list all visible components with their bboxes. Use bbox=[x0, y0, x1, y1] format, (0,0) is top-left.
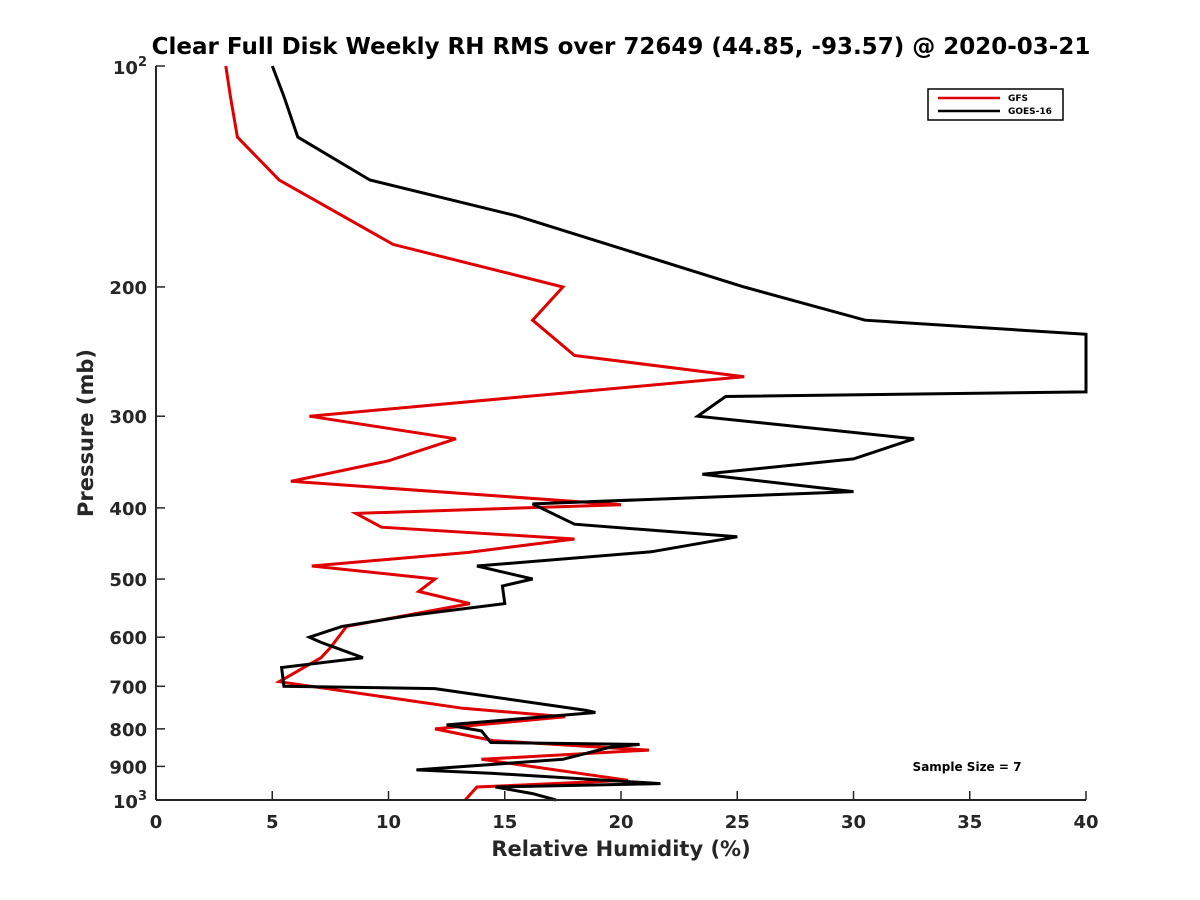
x-tick-label: 10 bbox=[376, 812, 401, 833]
series-layer bbox=[224, 65, 1088, 802]
plot-area bbox=[155, 65, 1088, 802]
y-tick-label: 700 bbox=[109, 677, 147, 698]
legend-box bbox=[927, 88, 1064, 121]
chart-title: Clear Full Disk Weekly RH RMS over 72649… bbox=[152, 34, 1091, 60]
y-tick-label: 800 bbox=[109, 720, 147, 741]
y-tick-label: 200 bbox=[109, 278, 147, 299]
y-axis-label: Pressure (mb) bbox=[74, 349, 98, 517]
y-tick-label: 900 bbox=[109, 757, 147, 778]
legend-label-gfs: GFS bbox=[1008, 94, 1028, 104]
x-tick-label: 35 bbox=[957, 812, 982, 833]
x-tick-label: 30 bbox=[841, 812, 866, 833]
x-axis-label: Relative Humidity (%) bbox=[491, 837, 750, 861]
y-tick-label: 102 bbox=[113, 55, 147, 79]
y-tick-exponent: 3 bbox=[138, 789, 147, 804]
x-tick-label: 40 bbox=[1073, 812, 1098, 833]
y-tick-base: 10 bbox=[113, 792, 138, 813]
x-tick-label: 15 bbox=[492, 812, 517, 833]
x-tick-label: 25 bbox=[725, 812, 750, 833]
sample-size-annotation: Sample Size = 7 bbox=[913, 760, 1022, 774]
legend: GFS GOES-16 bbox=[927, 88, 1064, 121]
y-tick-label: 500 bbox=[109, 570, 147, 591]
y-tick-exponent: 2 bbox=[138, 55, 147, 70]
y-tick-label: 300 bbox=[109, 407, 147, 428]
y-tick-label: 600 bbox=[109, 628, 147, 649]
y-tick-label: 103 bbox=[113, 789, 147, 813]
legend-label-goes-16: GOES-16 bbox=[1008, 107, 1052, 117]
x-tick-label: 5 bbox=[266, 812, 279, 833]
x-tick-label: 20 bbox=[608, 812, 633, 833]
series-line-goes-16 bbox=[270, 65, 1088, 802]
x-axis-ticks: 0 5 10 15 20 25 30 35 40 bbox=[150, 791, 1099, 833]
series-line-gfs bbox=[224, 65, 745, 802]
y-tick-label: 400 bbox=[109, 499, 147, 520]
plot-background bbox=[156, 66, 1086, 800]
x-tick-label: 0 bbox=[150, 812, 163, 833]
y-tick-base: 10 bbox=[113, 58, 138, 79]
